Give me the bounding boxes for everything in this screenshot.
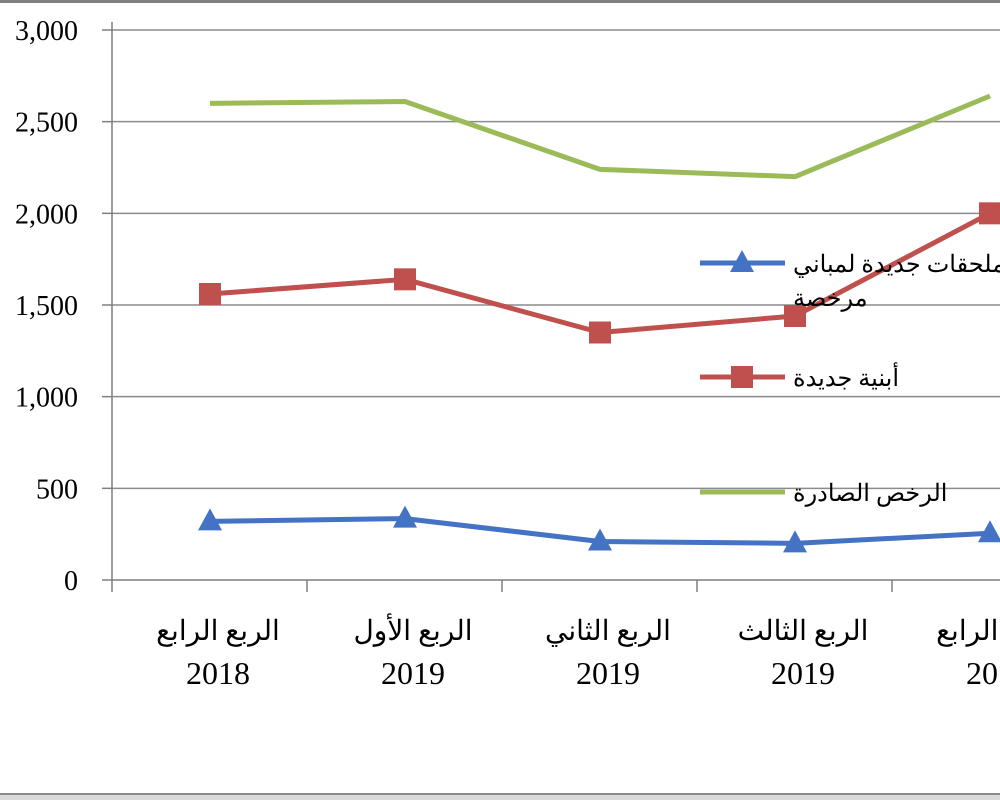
- chart-frame-top: [0, 0, 1000, 3]
- x-category-label: الربع الرابع: [156, 616, 280, 647]
- series-line: [209, 93, 991, 180]
- y-tick-label: 1,000: [15, 383, 78, 414]
- gridlines: [112, 29, 1000, 490]
- chart-frame-bottom: [0, 793, 1000, 800]
- x-category-year: 2018: [186, 655, 250, 691]
- data-point: [589, 321, 611, 344]
- x-category-year: 2019: [576, 655, 640, 691]
- axes: [102, 22, 1000, 592]
- legend-item: ملحقات جديدة لمباني مرخصة: [700, 250, 1000, 312]
- legend-label: أبنية جديدة: [793, 361, 899, 392]
- x-category-year: 2019: [771, 655, 835, 691]
- legend-marker: [730, 250, 754, 272]
- data-point: [978, 520, 1000, 543]
- legend-item: الرخص الصادرة: [700, 481, 947, 507]
- series-lines: [198, 93, 1000, 553]
- y-tick-label: 3,000: [15, 16, 78, 47]
- series-2: [209, 93, 991, 180]
- series-0: [198, 505, 1000, 553]
- data-point: [588, 528, 612, 551]
- x-category-label: الربع الأول: [353, 613, 472, 647]
- x-category-label: الربع الثالث: [738, 616, 869, 647]
- y-tick-label: 500: [36, 474, 78, 505]
- legend-marker: [731, 366, 753, 388]
- data-point: [394, 268, 416, 291]
- data-point: [784, 305, 806, 327]
- legend: ملحقات جديدة لمباني مرخصة أبنية جديدة الرخص…: [700, 250, 1000, 507]
- x-category-label: الربع الثاني: [545, 616, 671, 647]
- legend-label: مرخصة: [793, 286, 868, 312]
- data-point: [198, 508, 222, 531]
- legend-label: ملحقات جديدة لمباني: [793, 252, 1000, 278]
- x-axis-category-labels: الربع الرابع 2018 الربع الأول 2019 الربع الث…: [156, 613, 1000, 691]
- data-point: [783, 530, 807, 553]
- legend-item: أبنية جديدة: [700, 361, 899, 392]
- y-axis-tick-labels: 0 500 1,000 1,500 2,000 2,500 3,000: [15, 16, 78, 597]
- y-tick-label: 0: [64, 566, 78, 597]
- data-point: [199, 283, 221, 305]
- x-category-label: الربع الرابع: [936, 616, 1000, 647]
- data-point: [979, 202, 1000, 225]
- series-1: [199, 202, 1000, 344]
- x-category-year: 2019: [966, 655, 1000, 691]
- data-point: [393, 505, 417, 528]
- y-tick-label: 1,500: [15, 291, 78, 322]
- y-tick-label: 2,500: [15, 108, 78, 139]
- legend-label: الرخص الصادرة: [793, 481, 947, 507]
- x-category-year: 2019: [381, 655, 445, 691]
- y-tick-label: 2,000: [15, 199, 78, 230]
